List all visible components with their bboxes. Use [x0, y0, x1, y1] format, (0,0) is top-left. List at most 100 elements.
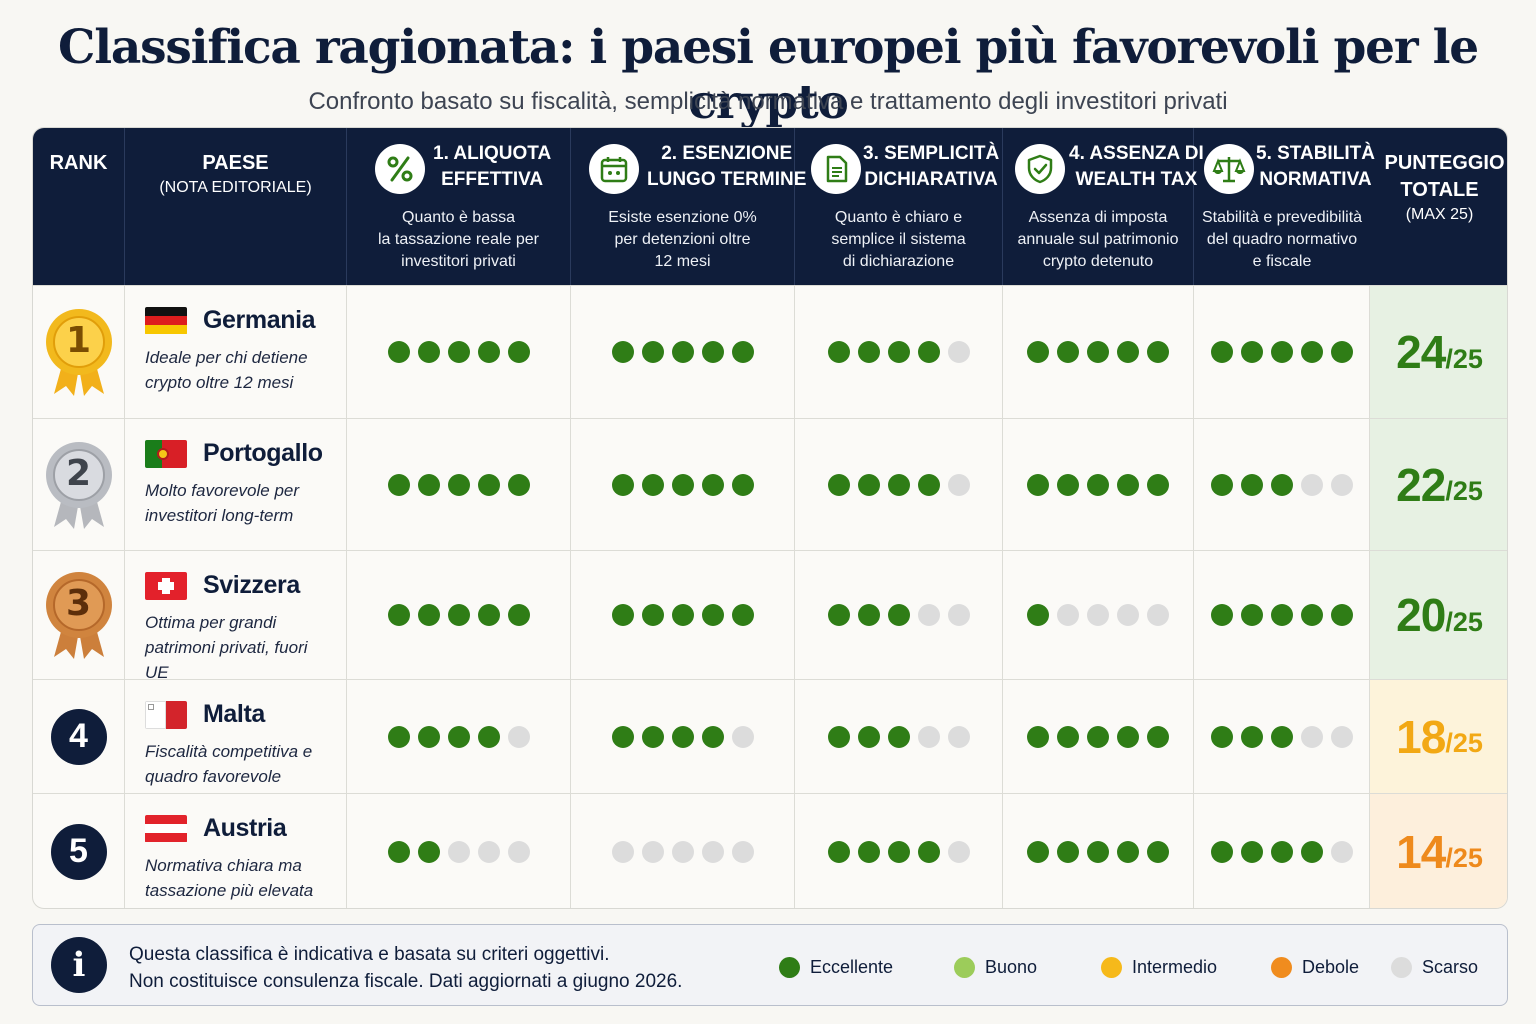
score-dot-filled [507, 473, 530, 496]
criterion-5-score [1194, 286, 1370, 418]
total-score-cell: 18/25 [1370, 680, 1507, 793]
germany-flag [145, 306, 187, 335]
legend-item: Buono [954, 957, 1037, 978]
score-dot-filled [1270, 604, 1293, 626]
total-score-max: /25 [1445, 606, 1483, 637]
score-dot-empty [1057, 604, 1079, 626]
score-dot-filled [1240, 840, 1263, 863]
criterion-description: Quanto è bassa la tassazione reale per inv… [378, 209, 539, 270]
disclaimer-line-1: Questa classifica è indicativa e basata … [129, 944, 610, 965]
header-rank-label: RANK [49, 152, 108, 174]
score-dot-empty [507, 840, 530, 863]
document-icon [811, 144, 861, 194]
score-dot-filled [447, 341, 470, 363]
score-dot-filled [1057, 840, 1079, 863]
criterion-5-score [1194, 551, 1370, 679]
score-dot-filled [1027, 725, 1049, 748]
score-dot-empty [1087, 604, 1109, 626]
score-dot-filled [1027, 840, 1049, 863]
total-score-cell: 14/25 [1370, 794, 1507, 908]
criterion-3-score [795, 286, 1003, 418]
criterion-2-score [571, 419, 795, 550]
table-row: 5 Austria Normativa chiara ma tassazione pi… [33, 793, 1507, 908]
score-dot-filled [701, 341, 724, 363]
score-dot-empty [917, 604, 940, 626]
criterion-1-score [347, 419, 571, 550]
score-dot-empty [947, 473, 970, 496]
score-dot-filled [1057, 725, 1079, 748]
score-dot-filled [1300, 604, 1323, 626]
score-dot-filled [611, 725, 634, 748]
score-dot-filled [1087, 341, 1109, 363]
score-dot-filled [477, 604, 500, 626]
score-dot-filled [447, 725, 470, 748]
score-dot-filled [1210, 725, 1233, 748]
table-header: RANK PAESE (NOTA EDITORIALE) 1. ALIQUOTA… [33, 128, 1507, 285]
score-dot-filled [887, 341, 910, 363]
score-dot-filled [731, 473, 754, 496]
table-row: 1 Germania Ideale per chi detiene crypto ol… [33, 285, 1507, 418]
score-dot-filled [671, 473, 694, 496]
score-dot-empty [1330, 840, 1353, 863]
score-dot-filled [1087, 725, 1109, 748]
score-dot-filled [641, 604, 664, 626]
header-criterion-4: 4. ASSENZA DI WEALTH TAX Assenza di impost… [1003, 128, 1204, 285]
score-dot-filled [507, 341, 530, 363]
score-dot-empty [477, 840, 500, 863]
score-dot-filled [1087, 473, 1109, 496]
total-score-cell: 24/25 [1370, 286, 1507, 418]
rank-cell: 2 [33, 419, 125, 550]
country-name: Austria [203, 814, 287, 842]
score-dot-empty [731, 725, 754, 748]
score-dot-filled [1240, 604, 1263, 626]
score-dot-filled [1147, 473, 1169, 496]
rank-number: 2 [65, 452, 92, 494]
criterion-label: 2. ESENZIONE LUNGO TERMINE [647, 143, 807, 190]
criterion-label: 4. ASSENZA DI WEALTH TAX [1069, 143, 1204, 190]
score-dot-filled [1270, 341, 1293, 363]
score-dot-filled [611, 473, 634, 496]
score-dot-filled [917, 840, 940, 863]
score-dot-filled [387, 725, 410, 748]
criterion-4-score [1003, 286, 1194, 418]
score-dot-filled [1057, 341, 1079, 363]
table-row: 2 Portogallo Molto favorevole per investito… [33, 418, 1507, 550]
score-dot-empty [1330, 725, 1353, 748]
score-dot-filled [1027, 473, 1049, 496]
score-dot-filled [1300, 840, 1323, 863]
total-score: 24 [1396, 326, 1446, 378]
criterion-1-score [347, 551, 571, 679]
legend-swatch [1101, 957, 1122, 978]
score-dot-filled [417, 840, 440, 863]
bronze-medal-icon: 3 [44, 569, 114, 661]
score-dot-filled [1117, 341, 1139, 363]
legend-swatch [1271, 957, 1292, 978]
criterion-2-score [571, 680, 795, 793]
header-criterion-1: 1. ALIQUOTA EFFETTIVA Quanto è bassa la tas… [347, 128, 571, 285]
calendar-icon [589, 144, 639, 194]
rank-cell: 3 [33, 551, 125, 679]
shield-check-icon [1015, 144, 1065, 194]
score-dot-filled [417, 341, 440, 363]
criterion-1-score [347, 286, 571, 418]
criterion-1-score [347, 794, 571, 908]
score-dot-filled [611, 604, 634, 626]
disclaimer-line-2: Non costituisce consulenza fiscale. Dati… [129, 971, 683, 992]
header-criterion-3: 3. SEMPLICITÀ DICHIARATIVA Quanto è chiaro… [795, 128, 1003, 285]
score-dot-filled [857, 604, 880, 626]
score-dot-empty [947, 604, 970, 626]
score-dot-filled [1210, 840, 1233, 863]
silver-medal-icon: 2 [44, 439, 114, 531]
rank-number: 4 [50, 708, 107, 765]
score-dot-filled [1147, 341, 1169, 363]
score-dot-filled [917, 341, 940, 363]
score-dot-filled [1270, 840, 1293, 863]
header-criterion-2: 2. ESENZIONE LUNGO TERMINE Esiste esenzion… [571, 128, 806, 285]
page-subtitle: Confronto basato su fiscalità, semplicit… [308, 88, 1228, 115]
score-dot-filled [671, 725, 694, 748]
info-icon: i [51, 937, 107, 993]
total-score: 18 [1396, 710, 1446, 763]
score-dot-filled [417, 604, 440, 626]
criterion-3-score [795, 551, 1003, 679]
score-dot-filled [671, 604, 694, 626]
